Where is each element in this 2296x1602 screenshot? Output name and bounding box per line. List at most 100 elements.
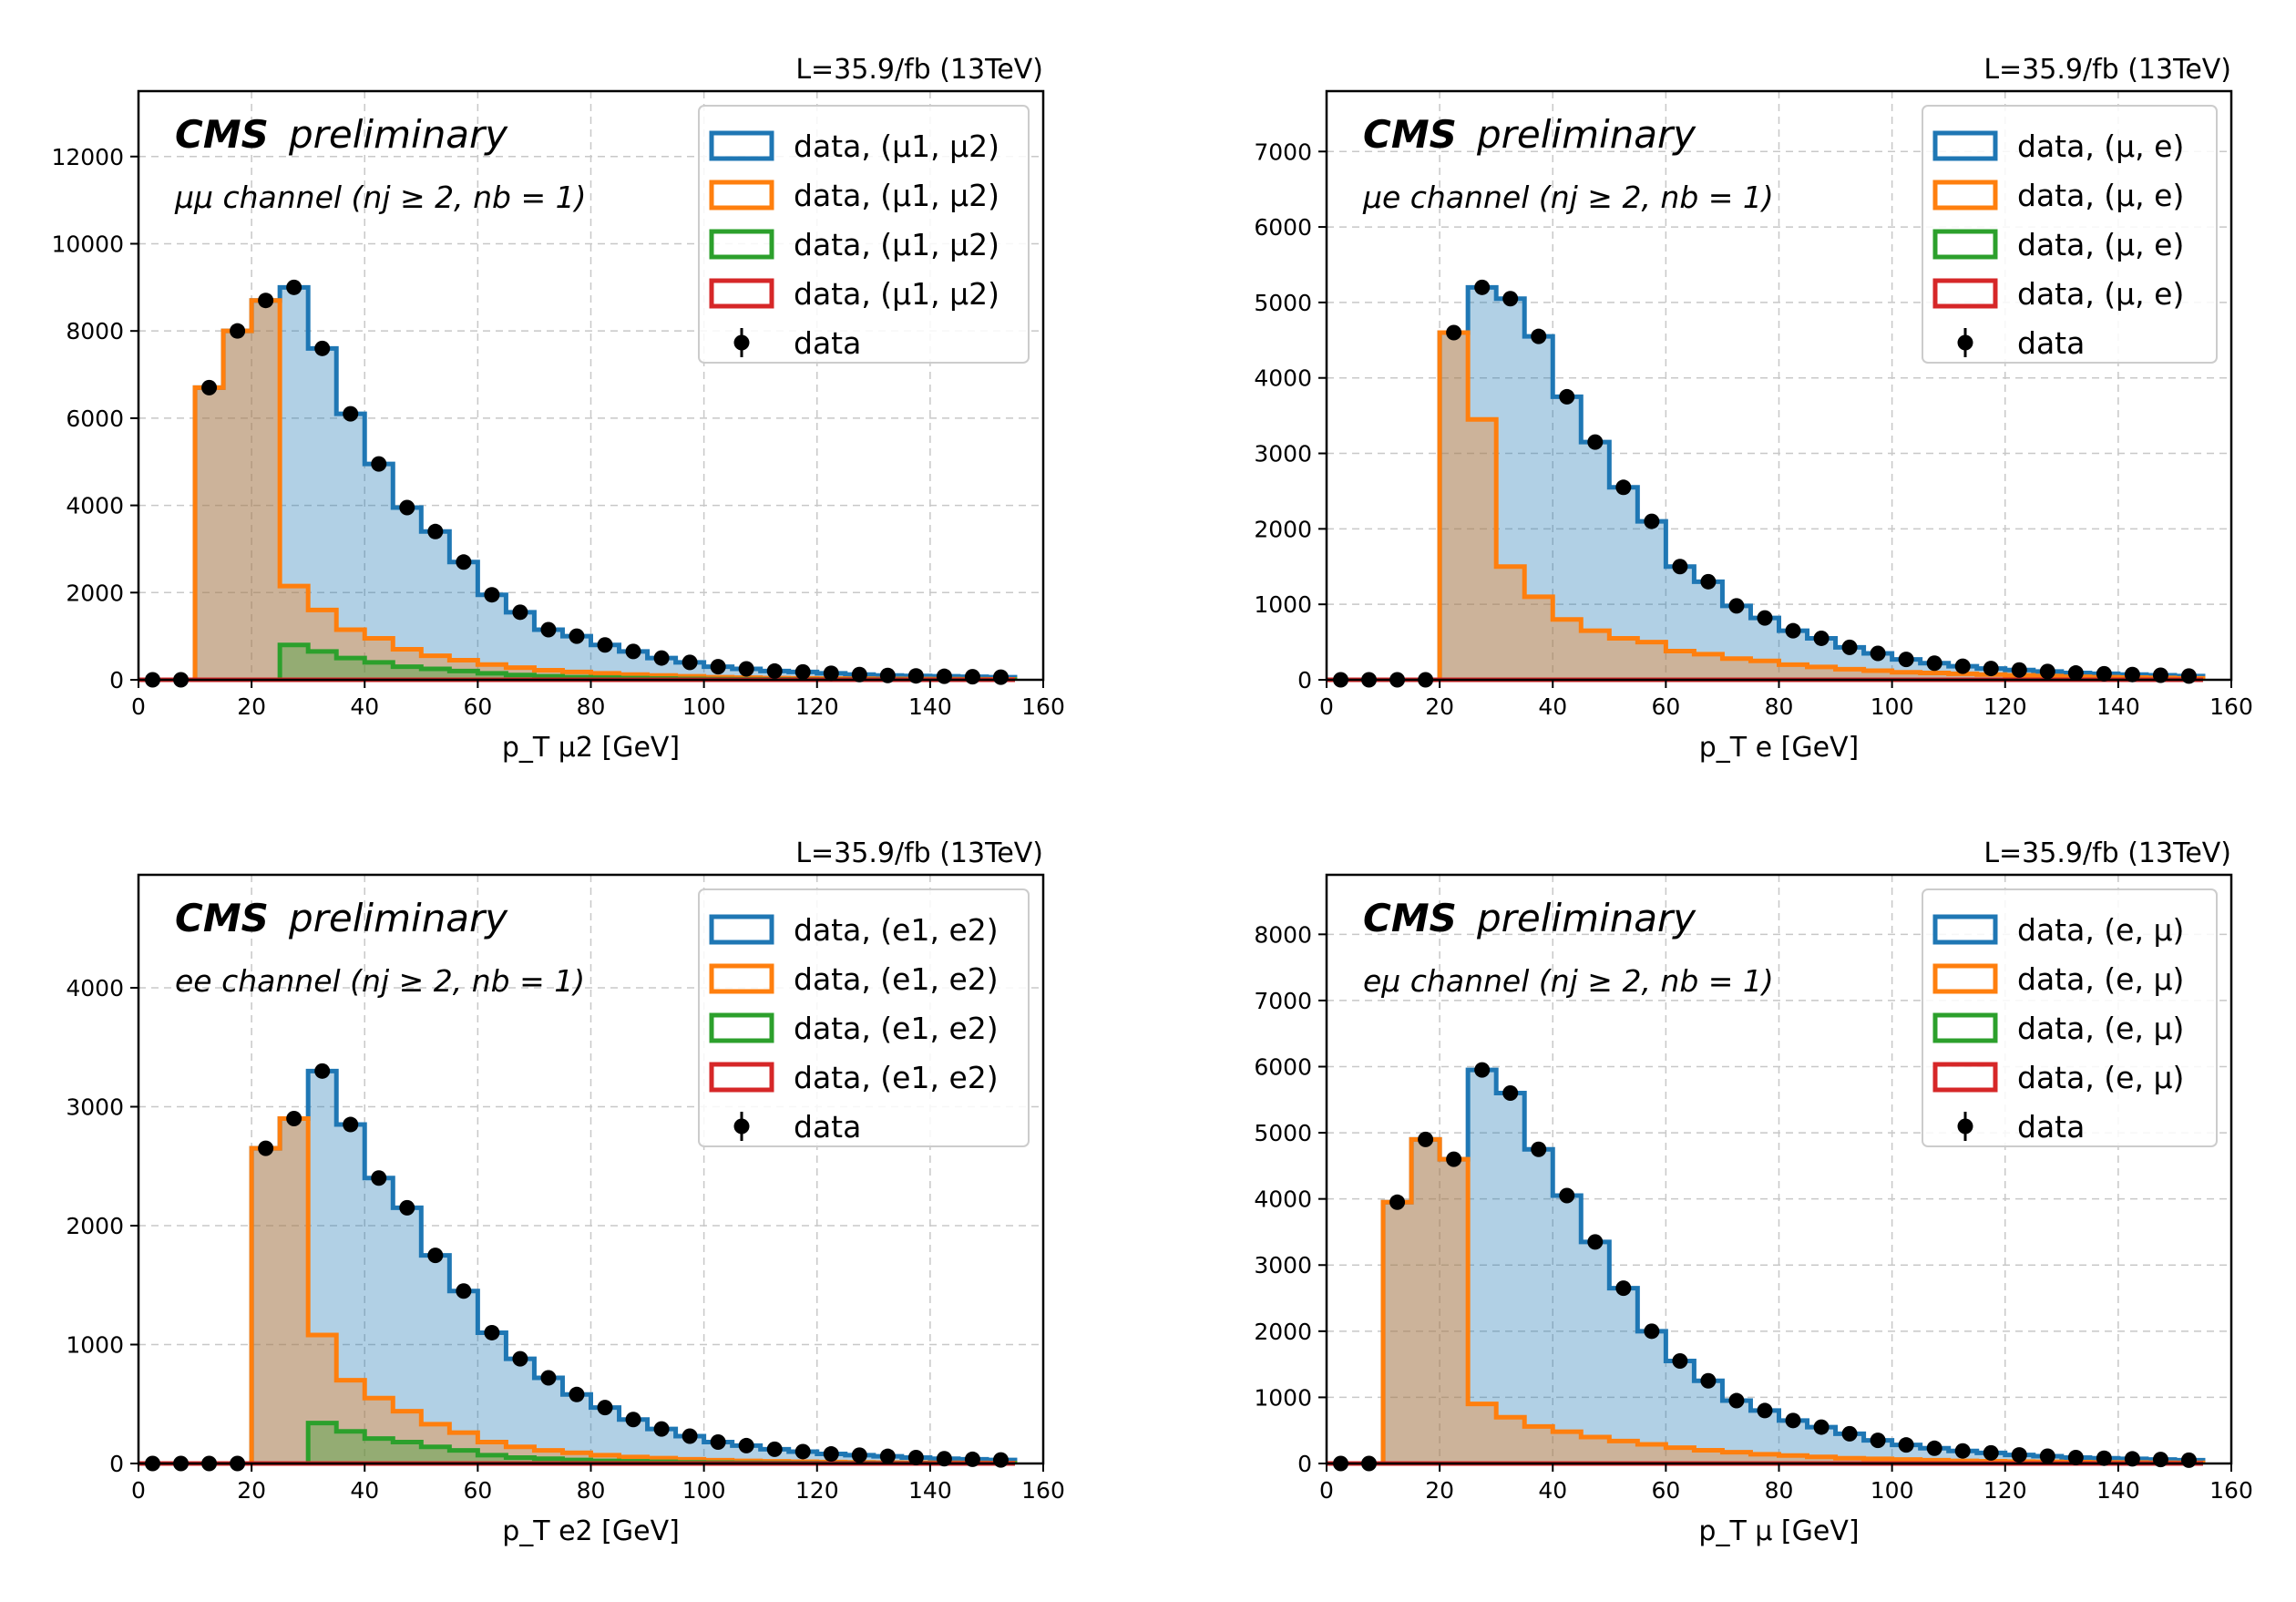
- data-point: [1418, 1131, 1434, 1147]
- legend-marker: [1957, 1118, 1973, 1135]
- legend-entry-label: data: [2017, 1109, 2085, 1145]
- x-tick-label: 0: [131, 1477, 146, 1504]
- y-tick-label: 3000: [1254, 441, 1312, 467]
- y-tick-label: 5000: [1254, 1120, 1312, 1146]
- legend-box: [698, 888, 1030, 1147]
- data-point: [1728, 598, 1745, 614]
- y-tick-label: 3000: [66, 1094, 124, 1120]
- fill-series-both-leading: [138, 287, 1015, 680]
- y-tick-label: 10000: [51, 231, 124, 257]
- y-tick-label: 8000: [1254, 921, 1312, 948]
- data-point: [1757, 1402, 1773, 1419]
- x-tick-label: 0: [131, 693, 146, 720]
- preliminary-label: preliminary: [1476, 112, 1696, 157]
- data-point: [907, 1449, 924, 1465]
- data-point: [1559, 1187, 1575, 1204]
- data-point: [625, 643, 641, 660]
- data-point: [2039, 1448, 2055, 1464]
- data-point: [823, 1446, 839, 1463]
- data-point: [314, 340, 331, 356]
- data-point: [540, 1370, 557, 1386]
- data-point: [1954, 658, 1971, 674]
- legend-swatch: [1932, 963, 1998, 994]
- y-tick-label: 5000: [1254, 290, 1312, 316]
- data-point: [794, 1443, 811, 1460]
- data-point: [1813, 1419, 1830, 1435]
- legend-swatch: [1932, 229, 1998, 260]
- data-point: [540, 621, 557, 638]
- data-point: [1587, 1234, 1604, 1250]
- data-point: [1474, 279, 1491, 295]
- data-point: [964, 669, 980, 685]
- y-tick-label: 8000: [66, 318, 124, 344]
- legend-entry-label: data, (μ, e): [2017, 128, 2184, 164]
- cms-label: CMS: [1363, 112, 1457, 157]
- data-point: [823, 665, 839, 682]
- data-point: [1672, 1352, 1688, 1369]
- data-point: [1446, 1151, 1462, 1167]
- data-point: [1644, 1323, 1660, 1340]
- y-tick-label: 1000: [1254, 1384, 1312, 1411]
- x-tick-label: 160: [2209, 1477, 2253, 1504]
- legend-marker: [1957, 334, 1973, 351]
- legend-entry-label: data, (e, μ): [2017, 1060, 2184, 1095]
- legend-entry-label: data, (μ1, μ2): [794, 178, 999, 213]
- legend-entry-label: data, (μ1, μ2): [794, 227, 999, 262]
- data-point: [936, 668, 952, 684]
- data-point: [597, 1400, 613, 1416]
- legend-entry-label: data, (e1, e2): [794, 1011, 999, 1046]
- data-point: [230, 323, 246, 339]
- lumi-label: L=35.9/fb (13TeV): [1983, 54, 2231, 86]
- legend-swatch: [709, 1012, 774, 1043]
- y-tick-label: 6000: [1254, 1053, 1312, 1080]
- legend-swatch: [709, 229, 774, 260]
- data-point: [597, 637, 613, 653]
- x-tick-label: 60: [463, 693, 492, 720]
- x-tick-label: 120: [795, 1477, 839, 1504]
- x-tick-label: 20: [237, 693, 266, 720]
- x-tick-label: 100: [1871, 693, 1914, 720]
- legend-entry-label: data: [2017, 325, 2085, 361]
- x-tick-label: 40: [350, 693, 379, 720]
- data-point: [343, 1116, 359, 1133]
- step-series-both-leading: [1327, 1067, 2206, 1466]
- legend-swatch: [1932, 130, 1998, 161]
- data-point: [314, 1063, 331, 1079]
- y-tick-label: 6000: [1254, 214, 1312, 241]
- data-point: [1474, 1062, 1491, 1078]
- fill-series-both-leading: [1327, 1070, 2203, 1463]
- preliminary-label: preliminary: [288, 896, 508, 940]
- data-point: [258, 1140, 274, 1156]
- data-point: [851, 1447, 867, 1463]
- y-tick-label: 4000: [66, 493, 124, 519]
- y-tick-label: 4000: [66, 975, 124, 1001]
- data-point: [738, 1437, 754, 1453]
- legend-entry-label: data, (e, μ): [2017, 961, 2184, 997]
- data-point: [1672, 559, 1688, 575]
- y-tick-label: 4000: [1254, 1186, 1312, 1213]
- x-tick-label: 60: [1651, 1477, 1680, 1504]
- y-tick-label: 4000: [1254, 365, 1312, 392]
- x-tick-label: 20: [237, 1477, 266, 1504]
- legend-swatch: [709, 278, 774, 309]
- data-point: [2180, 1452, 2197, 1468]
- fill-series-both-leading: [1327, 287, 2203, 680]
- y-tick-label: 2000: [66, 580, 124, 606]
- data-point: [2039, 663, 2055, 680]
- channel-label: ee channel (nj ≥ 2, nb = 1): [175, 963, 585, 999]
- legend-entry-label: data, (e, μ): [2017, 912, 2184, 948]
- legend-entry-label: data, (μ1, μ2): [794, 128, 999, 164]
- data-point: [427, 523, 444, 539]
- x-tick-label: 40: [1538, 693, 1567, 720]
- x-axis-label: p_T e [GeV]: [1699, 732, 1860, 764]
- legend-entry-label: data, (e1, e2): [794, 912, 999, 948]
- fill-series-second-leading: [138, 644, 1015, 680]
- x-tick-label: 60: [463, 1477, 492, 1504]
- data-point: [625, 1412, 641, 1428]
- fill-series-first-leading: [138, 300, 1015, 680]
- data-point: [484, 587, 500, 603]
- legend-entry-label: data: [794, 325, 861, 361]
- data-point: [286, 279, 302, 295]
- legend-swatch: [1932, 1062, 1998, 1093]
- data-point: [2124, 666, 2140, 683]
